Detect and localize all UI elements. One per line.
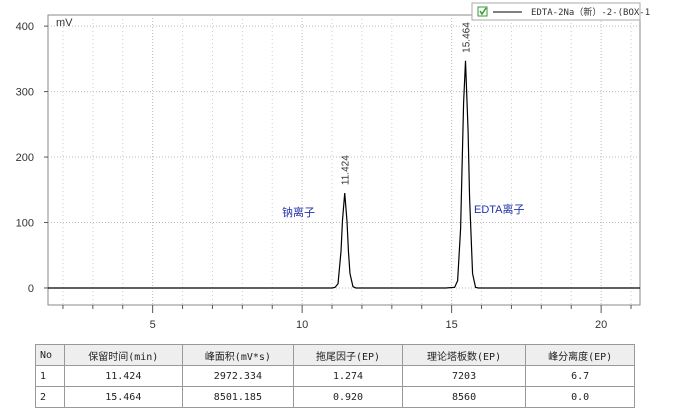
column-header: 峰分离度(EP) xyxy=(525,344,635,366)
legend-label: EDTA-2Na（新）-2-(BOX-1 xyxy=(531,6,650,18)
check-mark xyxy=(479,7,487,16)
plot-frame xyxy=(47,14,641,306)
x-tick-label: 5 xyxy=(150,319,156,331)
y-tick-label: 0 xyxy=(28,283,34,295)
column-header: 峰面积(mV*s) xyxy=(181,344,295,366)
y-tick-label: 300 xyxy=(16,87,34,99)
x-tick-label: 10 xyxy=(296,319,308,331)
table-cell: 1 xyxy=(35,365,65,387)
chart: 0 100 200 300 400 5 10 15 20 11.424 15.464 钠离子 EDTA离… xyxy=(16,2,650,331)
column-header: No xyxy=(35,344,65,366)
table-cell: 11.424 xyxy=(64,365,183,387)
table-cell: 2972.334 xyxy=(181,365,295,387)
result-table: No 保留时间(min) 峰面积(mV*s) 拖尾因子(EP) 理论塔板数(EP) 峰分离… xyxy=(35,344,635,408)
table-row: 1 11.424 2972.334 1.274 7203 6.7 xyxy=(35,365,635,387)
legend-box xyxy=(471,2,641,21)
y-tick-label: 200 xyxy=(16,152,34,164)
table-cell: 0.0 xyxy=(525,386,635,408)
table-cell: 7203 xyxy=(401,365,527,387)
column-header: 理论塔板数(EP) xyxy=(401,344,527,366)
table-cell: 6.7 xyxy=(525,365,635,387)
table-body: 1 11.424 2972.334 1.274 7203 6.7 2 15.464 8501.1… xyxy=(35,365,635,408)
table-cell: 0.920 xyxy=(293,386,403,408)
y-tick-label: 400 xyxy=(16,21,34,33)
table-cell: 1.274 xyxy=(293,365,403,387)
x-tick-label: 15 xyxy=(446,319,458,331)
x-tick-label: 20 xyxy=(595,319,607,331)
peak-annotation: EDTA离子 xyxy=(474,202,525,216)
chromatogram-trace xyxy=(48,60,640,289)
legend-checkbox[interactable] xyxy=(477,6,488,17)
y-tick-label: 100 xyxy=(16,218,34,230)
peak-label: 11.424 xyxy=(341,155,352,185)
peak-annotation: 钠离子 xyxy=(282,205,315,219)
table-cell: 8501.185 xyxy=(181,386,295,408)
table-header: No 保留时间(min) 峰面积(mV*s) 拖尾因子(EP) 理论塔板数(EP) 峰分离… xyxy=(35,344,635,366)
column-header: 拖尾因子(EP) xyxy=(293,344,403,366)
legend: EDTA-2Na（新）-2-(BOX-1 xyxy=(471,2,650,21)
y-unit: mV xyxy=(56,17,73,29)
table-cell: 8560 xyxy=(401,386,527,408)
table-cell: 2 xyxy=(35,386,65,408)
table-row: 2 15.464 8501.185 0.920 8560 0.0 xyxy=(35,386,635,408)
peak-label: 15.464 xyxy=(462,22,473,53)
column-header: 保留时间(min) xyxy=(64,344,183,366)
table-cell: 15.464 xyxy=(64,386,183,408)
